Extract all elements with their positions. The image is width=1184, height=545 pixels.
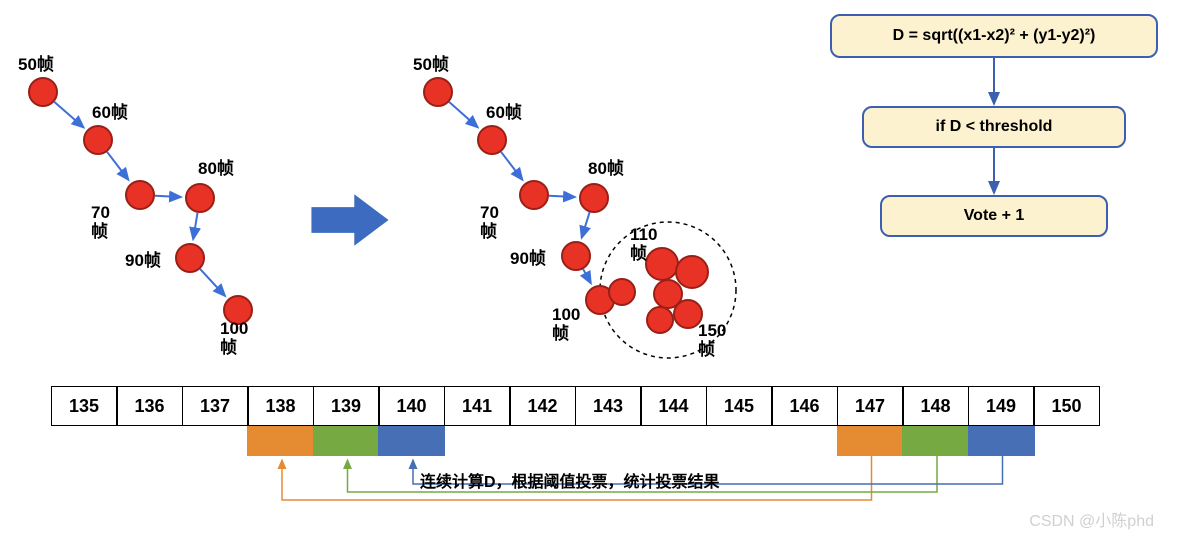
- cluster-label: 110 帧: [630, 226, 657, 263]
- trajectory-dot: [477, 125, 507, 155]
- trajectory-label: 90帧: [125, 252, 161, 271]
- cluster-dot: [608, 278, 636, 306]
- frame-cell: 148: [902, 386, 969, 426]
- frame-cell: 147: [837, 386, 904, 426]
- frame-cell: 138: [247, 386, 314, 426]
- trajectory-dot: [519, 180, 549, 210]
- color-block: [837, 426, 904, 456]
- frame-cell: 144: [640, 386, 707, 426]
- frame-cell: 141: [444, 386, 511, 426]
- flow-box-condition: if D < threshold: [862, 106, 1126, 148]
- color-block: [247, 426, 314, 456]
- trajectory-dot: [28, 77, 58, 107]
- trajectory-label: 60帧: [486, 104, 522, 123]
- frame-cell: 145: [706, 386, 773, 426]
- frame-row: 1351361371381391401411421431441451461471…: [52, 386, 1100, 426]
- trajectory-label: 80帧: [588, 160, 624, 179]
- trajectory-label: 60帧: [92, 104, 128, 123]
- watermark: CSDN @小陈phd: [1029, 507, 1154, 531]
- trajectory-dot: [175, 243, 205, 273]
- flow-text-2: if D < threshold: [936, 118, 1053, 136]
- frame-cell: 150: [1033, 386, 1100, 426]
- flow-box-vote: Vote + 1: [880, 195, 1108, 237]
- cluster-label: 150 帧: [698, 322, 726, 359]
- cluster-dot: [675, 255, 709, 289]
- big-arrow-icon: [305, 190, 395, 250]
- color-block: [378, 426, 445, 456]
- color-block: [902, 426, 969, 456]
- trajectory-dot: [423, 77, 453, 107]
- frame-cell: 136: [116, 386, 183, 426]
- trajectory-dot: [561, 241, 591, 271]
- trajectory-label: 50帧: [413, 56, 449, 75]
- cluster-dot: [646, 306, 674, 334]
- color-block: [968, 426, 1035, 456]
- trajectory-dot: [125, 180, 155, 210]
- bottom-caption: 连续计算D，根据阈值投票，统计投票结果: [420, 468, 720, 492]
- frame-cell: 146: [771, 386, 838, 426]
- trajectory-label: 100 帧: [552, 306, 580, 343]
- flow-text-1: D = sqrt((x1-x2)² + (y1-y2)²): [893, 27, 1096, 45]
- flow-box-formula: D = sqrt((x1-x2)² + (y1-y2)²): [830, 14, 1158, 58]
- trajectory-label: 70 帧: [480, 204, 499, 241]
- frame-cell: 142: [509, 386, 576, 426]
- trajectory-label: 50帧: [18, 56, 54, 75]
- frame-cell: 137: [182, 386, 249, 426]
- trajectory-label: 80帧: [198, 160, 234, 179]
- trajectory-dot: [185, 183, 215, 213]
- frame-cell: 149: [968, 386, 1035, 426]
- trajectory-dot: [83, 125, 113, 155]
- frame-cell: 140: [378, 386, 445, 426]
- color-block: [313, 426, 380, 456]
- trajectory-label: 90帧: [510, 250, 546, 269]
- overlay-svg: [0, 0, 1184, 545]
- frame-cell: 139: [313, 386, 380, 426]
- trajectory-label: 70 帧: [91, 204, 110, 241]
- trajectory-dot: [579, 183, 609, 213]
- frame-cell: 143: [575, 386, 642, 426]
- frame-cell: 135: [51, 386, 118, 426]
- flow-text-3: Vote + 1: [964, 207, 1025, 225]
- trajectory-label: 100 帧: [220, 320, 248, 357]
